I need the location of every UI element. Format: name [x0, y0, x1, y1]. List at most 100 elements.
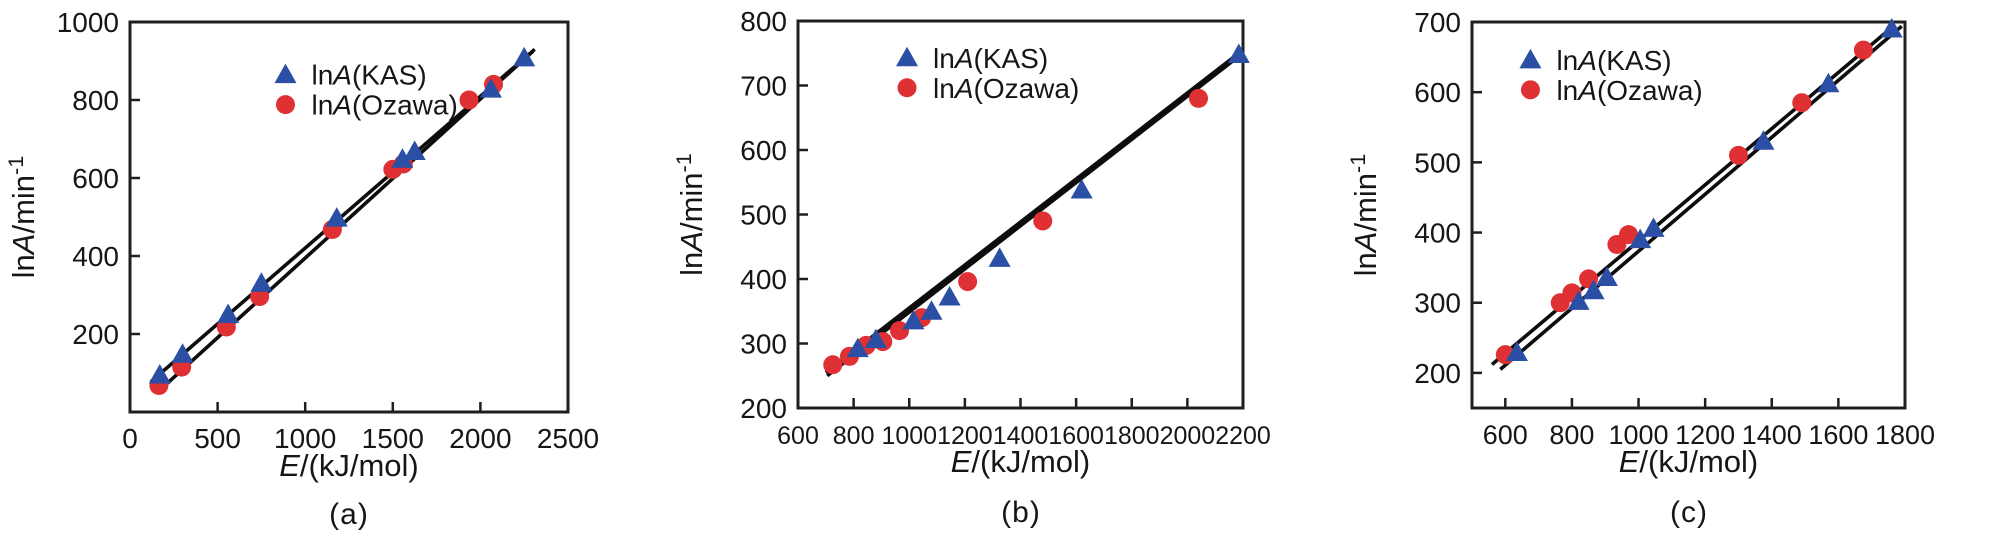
kas-marker [1505, 341, 1528, 362]
y-tick-label: 400 [1414, 218, 1461, 249]
x-tick-label: 1600 [1048, 422, 1104, 450]
x-tick-label: 1200 [1675, 420, 1735, 450]
chart-a: 0 500 1000 1500 2000 2500 200 400 600 800 1000 lnA(… [3, 7, 599, 483]
x-tick-label: 500 [194, 423, 241, 454]
x-tick-label: 800 [833, 422, 875, 450]
ozawa-marker [250, 287, 270, 307]
legend-ozawa-marker [897, 78, 917, 98]
x-axis-label: E/(kJ/mol) [1619, 444, 1759, 479]
kas-marker [391, 148, 414, 168]
kas-marker [1582, 279, 1605, 300]
legend-kas-marker [1519, 48, 1542, 69]
y-axis-label: lnA/min-1 [1345, 154, 1383, 277]
chart-c: 600 800 1000 1200 1400 1600 1800 200 300 400 500 60… [1345, 7, 1935, 479]
chart-b: 600 800 1000 1200 1400 1600 1800 2000 2200200300… [671, 6, 1271, 479]
legend-ozawa-label: lnA(Ozawa) [311, 90, 457, 121]
x-tick-label: 1200 [937, 422, 993, 450]
x-tick-label: 2500 [537, 423, 599, 454]
y-tick-label: 700 [1414, 7, 1461, 38]
kas-marker [988, 247, 1011, 267]
kas-marker [171, 343, 194, 363]
x-tick-label: 2000 [449, 423, 511, 454]
y-tick-label: 400 [72, 241, 119, 272]
kas-marker [148, 363, 171, 384]
y-tick-label: 200 [72, 319, 119, 350]
x-axis-label: E/(kJ/mol) [279, 448, 419, 483]
kas-marker [1817, 72, 1840, 93]
series-kas [1505, 18, 1903, 362]
series-kas [148, 46, 536, 384]
x-tick-label: 0 [122, 423, 138, 454]
ozawa-marker [1853, 40, 1873, 60]
ozawa-marker [1792, 93, 1812, 113]
kas-marker [403, 140, 426, 160]
y-tick-label: 200 [1414, 358, 1461, 389]
y-tick-label: 500 [1414, 147, 1461, 178]
y-tick-label: 800 [72, 85, 119, 116]
series-ozawa [1495, 40, 1873, 365]
x-tick-label: 800 [1549, 420, 1594, 450]
legend-kas-label: lnA(KAS) [933, 43, 1048, 74]
fit-line-ozawa [826, 56, 1238, 378]
kas-marker [1070, 178, 1093, 199]
kas-marker [1642, 217, 1665, 237]
ozawa-marker [1189, 88, 1208, 108]
y-axis-label: lnA/min-1 [671, 153, 709, 276]
ozawa-marker [1619, 225, 1639, 245]
ozawa-marker [823, 355, 843, 375]
kas-marker [920, 300, 943, 320]
x-tick-label: 2000 [1160, 422, 1216, 450]
ozawa-marker [459, 90, 479, 110]
kas-marker [250, 272, 273, 292]
legend-ozawa-label: lnA(Ozawa) [1556, 75, 1702, 106]
series-kas [846, 43, 1250, 358]
legend: lnA(KAS)lnA(Ozawa) [896, 43, 1079, 104]
y-tick-label: 300 [740, 329, 787, 360]
y-tick-label: 600 [740, 135, 787, 166]
y-tick-label: 400 [740, 264, 787, 295]
kas-marker [938, 286, 961, 306]
kas-marker [902, 309, 925, 330]
x-tick-label: 600 [1483, 420, 1528, 450]
y-tick-label: 600 [72, 163, 119, 194]
plot-frame [796, 19, 1245, 410]
x-tick-label: 2200 [1215, 422, 1271, 450]
caption-b: (b) [1001, 496, 1041, 529]
kas-marker [1567, 290, 1590, 310]
x-tick-label: 1400 [1742, 420, 1802, 450]
kas-marker [479, 78, 502, 98]
legend-kas-label: lnA(KAS) [311, 60, 426, 91]
kas-marker [846, 337, 869, 358]
legend-kas-marker [896, 46, 919, 67]
legend: lnA(KAS)lnA(Ozawa) [1519, 45, 1703, 106]
x-tick-label: 1000 [274, 423, 336, 454]
x-tick-label: 1800 [1104, 422, 1160, 450]
legend-kas-label: lnA(KAS) [1556, 45, 1671, 76]
legend-ozawa-marker [275, 95, 295, 115]
kas-marker [864, 328, 887, 349]
legend: lnA(KAS)lnA(Ozawa) [274, 60, 458, 121]
kas-marker [325, 207, 348, 227]
kas-marker [1595, 266, 1618, 286]
ozawa-marker [1033, 211, 1053, 231]
legend-ozawa-marker [1520, 80, 1540, 100]
kas-marker [1880, 18, 1903, 38]
legend-ozawa-label: lnA(Ozawa) [933, 73, 1079, 104]
y-tick-label: 200 [740, 393, 787, 424]
ozawa-marker [890, 321, 910, 341]
caption-c: (c) [1670, 496, 1708, 529]
x-tick-label: 1800 [1875, 420, 1935, 450]
ozawa-marker [1728, 145, 1748, 165]
y-axis-label: lnA/min-1 [3, 156, 41, 279]
fit-line-kas [824, 55, 1236, 374]
kas-marker [1629, 228, 1652, 249]
y-tick-label: 300 [1414, 288, 1461, 319]
fit-line-kas [1499, 24, 1903, 371]
y-tick-label: 800 [740, 6, 787, 37]
x-tick-label: 1400 [993, 422, 1049, 450]
y-tick-label: 1000 [57, 7, 119, 38]
x-tick-label: 1600 [1808, 420, 1868, 450]
y-tick-label: 500 [740, 200, 787, 231]
x-tick-label: 600 [777, 422, 819, 450]
